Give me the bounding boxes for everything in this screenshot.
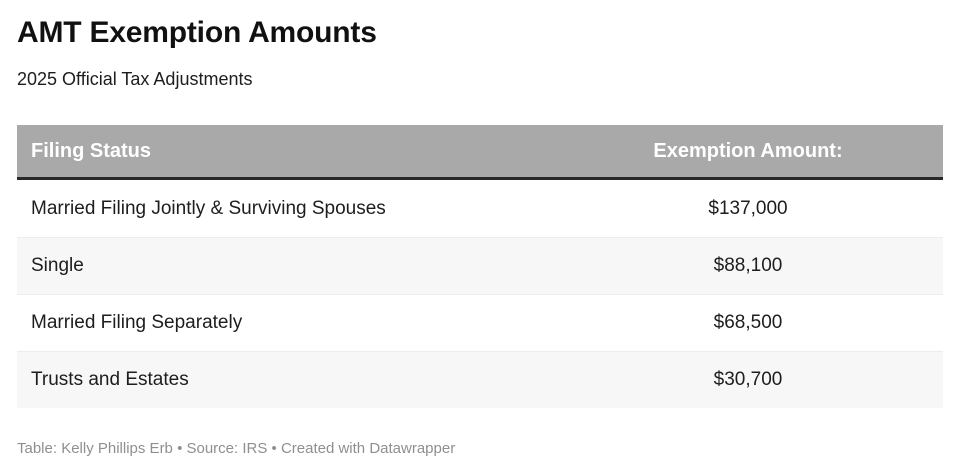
column-header-filing-status: Filing Status [31, 139, 151, 162]
attribution-footer: Table: Kelly Phillips Erb • Source: IRS … [17, 440, 456, 457]
amount-cell: $68,500 [713, 312, 783, 333]
filing-status-cell: Married Filing Separately [31, 312, 243, 333]
amount-cell: $30,700 [713, 369, 783, 390]
filing-status-cell: Trusts and Estates [31, 369, 189, 390]
filing-status-cell: Single [31, 255, 84, 276]
page-title: AMT Exemption Amounts [17, 16, 377, 49]
data-table: Filing Status Exemption Amount: Married … [17, 125, 943, 408]
table-row: Married Filing Separately $68,500 [17, 294, 943, 351]
page-subtitle: 2025 Official Tax Adjustments [17, 69, 253, 89]
header-block: AMT Exemption Amounts 2025 Official Tax … [0, 0, 958, 90]
column-header-exemption-amount: Exemption Amount: [653, 139, 843, 162]
table-row: Trusts and Estates $30,700 [17, 351, 943, 408]
amount-cell: $137,000 [708, 197, 788, 219]
table-row: Married Filing Jointly & Surviving Spous… [17, 180, 943, 237]
table-row: Single $88,100 [17, 237, 943, 294]
amount-cell: $88,100 [713, 255, 783, 276]
filing-status-cell: Married Filing Jointly & Surviving Spous… [31, 197, 386, 219]
table-header-row: Filing Status Exemption Amount: [17, 125, 943, 180]
